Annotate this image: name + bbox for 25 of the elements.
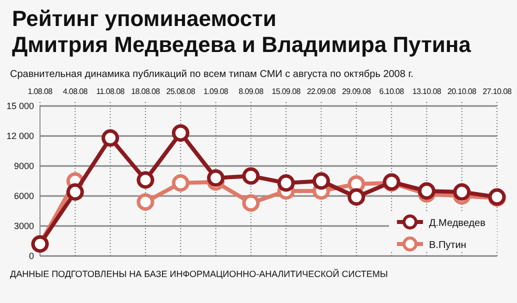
x-tick-label: 11.08.08 (96, 87, 126, 96)
legend-label: Д.Медведев (429, 218, 486, 229)
legend-label: В.Путин (429, 240, 466, 251)
chart-subtitle: Сравнительная динамика публикаций по всем типам СМИ с августа по октябрь 2008 г. (10, 69, 414, 80)
x-tick-label: 6.10.08 (379, 87, 405, 96)
x-tick-label: 25.08.08 (166, 87, 196, 96)
x-tick-label: 18.08.08 (131, 87, 161, 96)
y-tick-label: 12 000 (6, 131, 34, 141)
x-tick-label: 13.10.08 (412, 87, 442, 96)
chart-title: Рейтинг упоминаемости Дмитрия Медведева и Владимира Путина (12, 6, 472, 57)
text: ДАННЫЕ ПОДГОТОВЛЕНЫ НА БАЗЕ ИНФОРМАЦИОННО-АНАЛИТИЧЕСКОЙ СИСТЕМЫ (10, 268, 388, 279)
x-tick-label: 15.09.08 (272, 87, 302, 96)
y-tick-label: 0 (28, 251, 34, 261)
x-tick-label: 1.08.08 (28, 87, 54, 96)
x-tick-label: 20.10.08 (447, 87, 478, 96)
x-tick-label: 1.09.08 (203, 87, 229, 96)
x-tick-label: 8.09.08 (238, 87, 264, 96)
y-tick-label: 3000 (14, 221, 34, 231)
y-tick-label: 9000 (14, 161, 34, 171)
x-tick-label: 4.08.08 (62, 87, 88, 96)
y-tick-label: 6000 (14, 191, 34, 201)
x-tick-label: 22.09.08 (306, 87, 336, 96)
y-tick-label: 15 000 (6, 101, 34, 111)
x-tick-label: 29.09.08 (342, 87, 372, 96)
x-tick-label: 27.10.08 (482, 87, 512, 96)
